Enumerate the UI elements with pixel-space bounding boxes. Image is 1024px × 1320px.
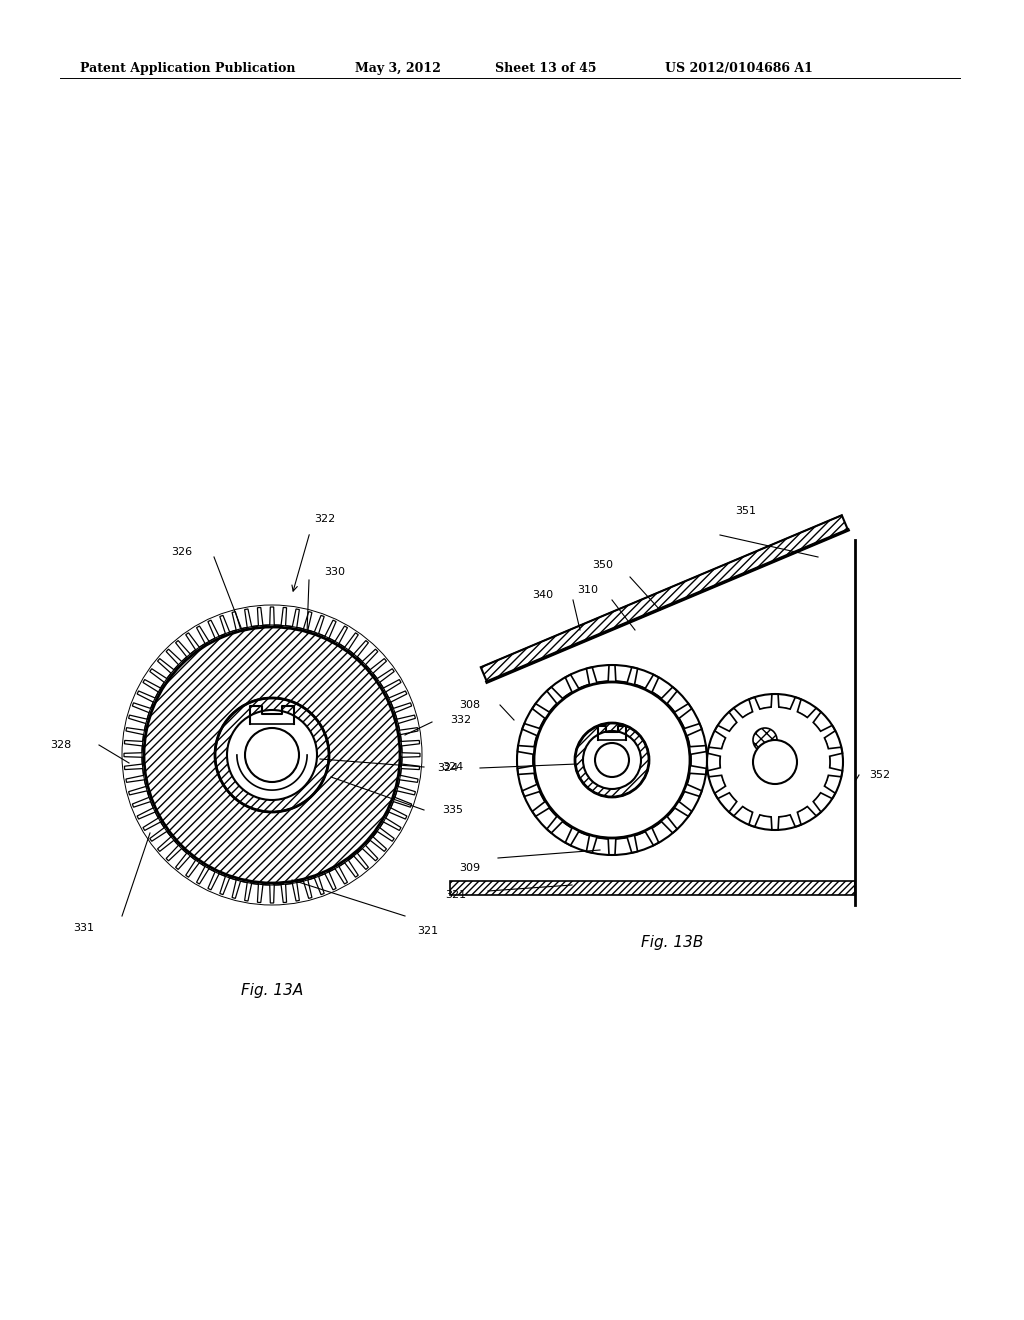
Text: 328: 328 bbox=[50, 741, 71, 750]
Polygon shape bbox=[481, 515, 848, 682]
Text: 309: 309 bbox=[459, 863, 480, 873]
Text: 321: 321 bbox=[444, 890, 466, 900]
Circle shape bbox=[142, 624, 402, 884]
Polygon shape bbox=[450, 880, 855, 895]
Circle shape bbox=[720, 708, 830, 817]
Polygon shape bbox=[708, 694, 843, 830]
Circle shape bbox=[215, 698, 329, 812]
Text: 326: 326 bbox=[171, 546, 193, 557]
Circle shape bbox=[583, 731, 641, 789]
Text: 335: 335 bbox=[442, 805, 463, 814]
Text: 332: 332 bbox=[450, 715, 471, 725]
Text: May 3, 2012: May 3, 2012 bbox=[355, 62, 441, 75]
Text: 340: 340 bbox=[531, 590, 553, 601]
Text: 322: 322 bbox=[314, 513, 335, 524]
Circle shape bbox=[753, 741, 797, 784]
Text: 321: 321 bbox=[417, 927, 438, 936]
Text: 324: 324 bbox=[437, 763, 458, 774]
Circle shape bbox=[227, 710, 317, 800]
Text: 310: 310 bbox=[577, 585, 598, 595]
Text: US 2012/0104686 A1: US 2012/0104686 A1 bbox=[665, 62, 813, 75]
Circle shape bbox=[753, 729, 777, 752]
Text: Sheet 13 of 45: Sheet 13 of 45 bbox=[495, 62, 597, 75]
Text: Patent Application Publication: Patent Application Publication bbox=[80, 62, 296, 75]
Text: 330: 330 bbox=[324, 568, 345, 577]
Text: 352: 352 bbox=[869, 770, 890, 780]
Text: 350: 350 bbox=[592, 560, 613, 570]
Circle shape bbox=[245, 729, 299, 781]
Text: 308: 308 bbox=[459, 700, 480, 710]
Circle shape bbox=[534, 681, 691, 840]
Circle shape bbox=[595, 743, 629, 777]
Circle shape bbox=[575, 723, 649, 797]
Text: Fig. 13B: Fig. 13B bbox=[641, 935, 703, 950]
Text: Fig. 13A: Fig. 13A bbox=[241, 983, 303, 998]
Polygon shape bbox=[517, 665, 707, 855]
Text: 351: 351 bbox=[735, 506, 756, 516]
Text: 331: 331 bbox=[73, 923, 94, 933]
Text: 324: 324 bbox=[442, 762, 463, 772]
